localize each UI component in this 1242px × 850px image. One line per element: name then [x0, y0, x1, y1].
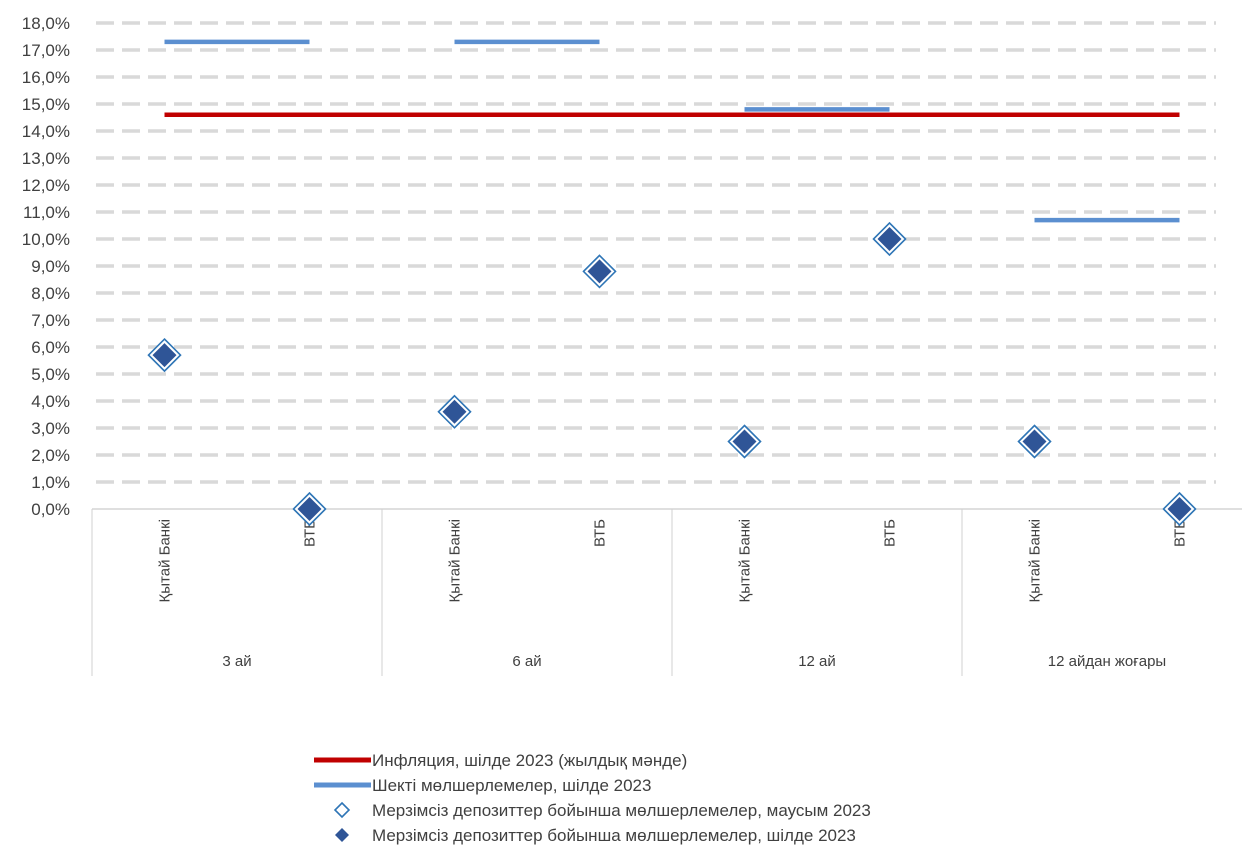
- legend-label-inflation: Инфляция, шілде 2023 (жылдық мәнде): [372, 751, 687, 770]
- marker-july-2023: [297, 497, 322, 521]
- marker-july-2023: [587, 259, 612, 284]
- marker-july-2023: [1022, 429, 1047, 454]
- y-tick-label: 6,0%: [31, 338, 70, 357]
- y-tick-label: 7,0%: [31, 311, 70, 330]
- x-category-label: ВТБ: [302, 519, 319, 547]
- y-tick-label: 1,0%: [31, 473, 70, 492]
- x-group-label: 12 ай: [798, 653, 836, 670]
- x-category-label: Қытай Банкі: [157, 519, 174, 602]
- legend-label-june: Мерзімсіз депозиттер бойынша мөлшерлемел…: [372, 801, 871, 820]
- x-category-label: ВТБ: [592, 519, 609, 547]
- x-category-label: Қытай Банкі: [447, 519, 464, 602]
- y-tick-label: 4,0%: [31, 392, 70, 411]
- y-tick-label: 8,0%: [31, 284, 70, 303]
- legend-symbol-june-open-diamond: [333, 801, 351, 819]
- y-tick-label: 10,0%: [22, 230, 70, 249]
- marker-july-2023: [442, 399, 467, 424]
- x-axis: Қытай Банкі ВТБ 3 ай Қытай Банкі ВТБ 6 ай Қыта…: [91, 508, 1242, 676]
- marker-july-2023: [732, 429, 757, 454]
- y-tick-label: 16,0%: [22, 68, 70, 87]
- legend-label-july: Мерзімсіз депозиттер бойынша мөлшерлемел…: [372, 826, 856, 845]
- y-tick-label: 9,0%: [31, 257, 70, 276]
- legend: Инфляция, шілде 2023 (жылдық мәнде) Шект…: [314, 751, 871, 845]
- y-tick-label: 12,0%: [22, 176, 70, 195]
- x-group-label: 6 ай: [512, 653, 541, 670]
- series-lines: [164, 39, 1180, 223]
- y-tick-label: 5,0%: [31, 365, 70, 384]
- y-tick-label: 18,0%: [22, 14, 70, 33]
- y-tick-label: 3,0%: [31, 419, 70, 438]
- y-tick-label: 11,0%: [23, 203, 70, 222]
- marker-july-2023: [877, 227, 902, 251]
- x-group-label: 3 ай: [222, 653, 251, 670]
- marker-july-2023: [152, 343, 177, 368]
- y-tick-label: 17,0%: [22, 41, 70, 60]
- legend-item-june: Мерзімсіз депозиттер бойынша мөлшерлемел…: [333, 801, 871, 820]
- y-tick-label: 13,0%: [22, 149, 70, 168]
- y-tick-label: 14,0%: [22, 122, 70, 141]
- x-category-label: Қытай Банкі: [1027, 519, 1044, 602]
- legend-label-threshold: Шекті мөлшерлемелер, шілде 2023: [372, 776, 651, 795]
- marker-july-2023: [1167, 497, 1192, 521]
- legend-symbol-july-filled-diamond: [335, 828, 349, 842]
- data-markers: [147, 221, 1197, 527]
- y-tick-label: 15,0%: [22, 95, 70, 114]
- gridlines: [96, 21, 1216, 484]
- y-tick-label: 0,0%: [31, 500, 70, 519]
- y-tick-label: 2,0%: [31, 446, 70, 465]
- y-axis-tick-labels: 0,0% 1,0% 2,0% 3,0% 4,0% 5,0% 6,0% 7,0% 8,0% 9,0%…: [22, 14, 70, 519]
- x-category-label: ВТБ: [1172, 519, 1189, 547]
- x-category-label: ВТБ: [882, 519, 899, 547]
- legend-item-threshold: Шекті мөлшерлемелер, шілде 2023: [314, 776, 651, 795]
- legend-item-july: Мерзімсіз депозиттер бойынша мөлшерлемел…: [335, 826, 856, 845]
- legend-item-inflation: Инфляция, шілде 2023 (жылдық мәнде): [314, 751, 687, 770]
- x-group-label: 12 айдан жоғары: [1048, 653, 1166, 670]
- x-category-label: Қытай Банкі: [737, 519, 754, 602]
